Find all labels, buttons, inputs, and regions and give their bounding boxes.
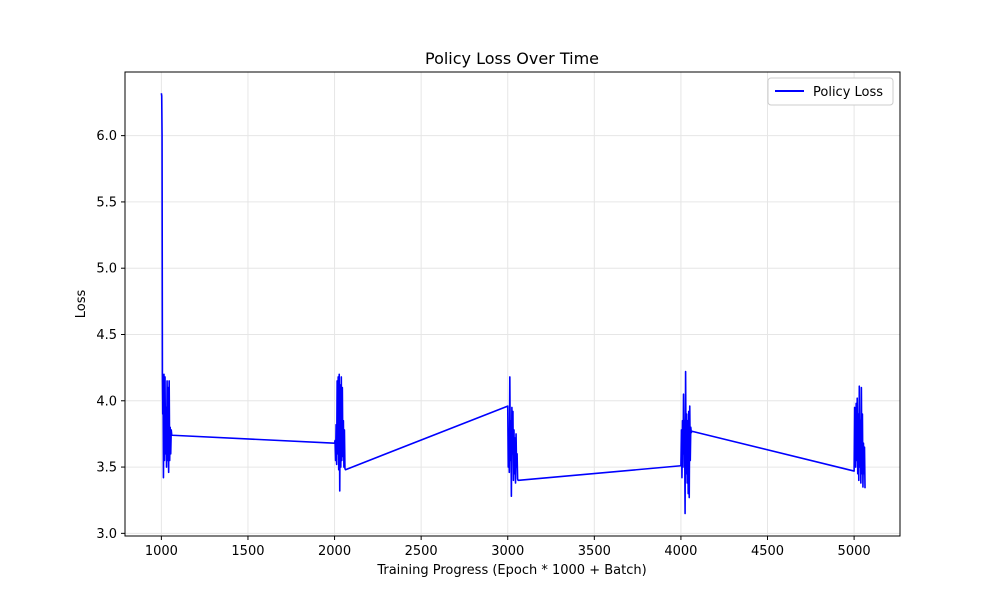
y-tick-label: 4.5 — [96, 328, 117, 343]
y-axis-ticks: 3.0 3.5 4.0 4.5 5.0 5.5 6.0 — [96, 129, 125, 542]
x-tick-label: 5000 — [838, 544, 871, 559]
x-axis-label: Training Progress (Epoch * 1000 + Batch) — [376, 563, 646, 578]
x-tick-label: 4500 — [751, 544, 784, 559]
y-tick-label: 5.0 — [96, 262, 117, 277]
chart-title: Policy Loss Over Time — [425, 49, 599, 68]
y-tick-label: 3.0 — [96, 527, 117, 542]
y-tick-label: 6.0 — [96, 129, 117, 144]
x-tick-label: 3000 — [491, 544, 524, 559]
x-tick-label: 3500 — [578, 544, 611, 559]
grid — [125, 72, 900, 536]
y-axis-label: Loss — [74, 290, 89, 319]
x-tick-label: 4000 — [664, 544, 697, 559]
plot-area-frame — [124, 71, 901, 537]
y-tick-label: 4.0 — [96, 394, 117, 409]
legend-label-policy-loss: Policy Loss — [813, 85, 883, 100]
legend: Policy Loss — [767, 77, 894, 106]
x-axis-ticks: 1000 1500 2000 2500 3000 3500 4000 4500 5000 — [145, 536, 871, 559]
x-tick-label: 1000 — [145, 544, 178, 559]
x-tick-label: 1500 — [231, 544, 264, 559]
x-tick-label: 2500 — [405, 544, 438, 559]
x-tick-label: 2000 — [318, 544, 351, 559]
y-tick-label: 5.5 — [96, 195, 117, 210]
series-line-policy-loss — [160, 93, 866, 515]
legend-box — [767, 77, 894, 106]
y-tick-label: 3.5 — [96, 461, 117, 476]
series-lines — [160, 93, 866, 515]
